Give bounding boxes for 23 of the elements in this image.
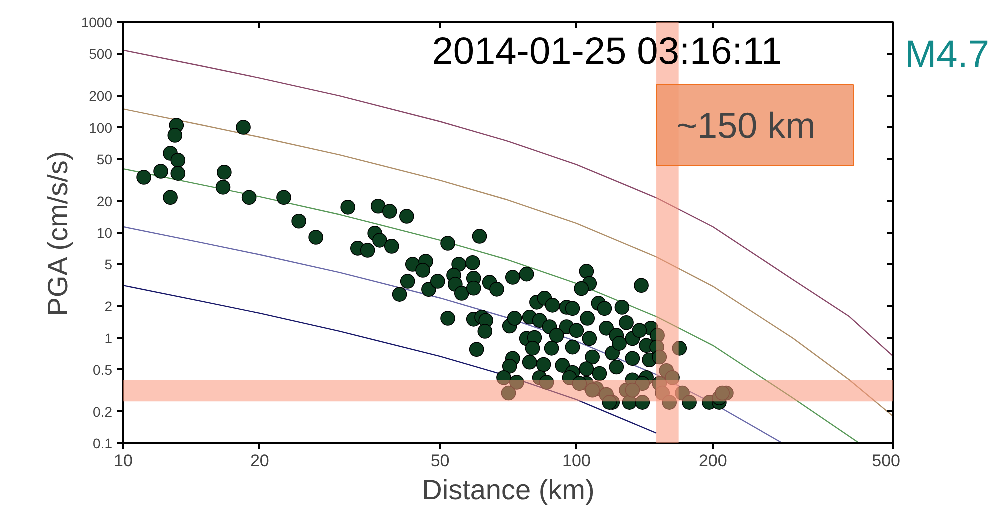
y-tick-label: 5 <box>104 256 113 273</box>
y-tick-label: 500 <box>89 46 113 62</box>
x-tick-label: 200 <box>698 452 728 470</box>
y-tick-label: 10 <box>96 225 113 241</box>
y-tick-label: 100 <box>89 120 113 136</box>
x-tick-label: 500 <box>872 452 901 470</box>
y-tick-label: 2 <box>104 298 113 315</box>
y-tick-label: 1000 <box>81 14 113 30</box>
band-label: ~150 km <box>676 105 816 146</box>
y-tick-label: 0.5 <box>93 362 113 378</box>
x-tick-label: 20 <box>250 452 270 470</box>
text: M4.7 <box>905 33 990 78</box>
x-tick-label: 100 <box>562 452 591 470</box>
y-tick-label: 20 <box>96 193 113 210</box>
annotation: 2014-01-25 03:16:11 <box>432 31 782 74</box>
y-tick-label: 50 <box>96 151 113 168</box>
x-tick-label: 50 <box>430 452 450 470</box>
y-tick-label: 0.2 <box>93 404 113 420</box>
y-tick-label: 1 <box>104 330 113 346</box>
y-tick-label: 0.1 <box>93 436 113 452</box>
x-axis-title: Distance (km) <box>422 474 595 506</box>
y-axis-title: PGA (cm/s/s) <box>42 151 74 316</box>
y-tick-label: 200 <box>89 88 113 104</box>
